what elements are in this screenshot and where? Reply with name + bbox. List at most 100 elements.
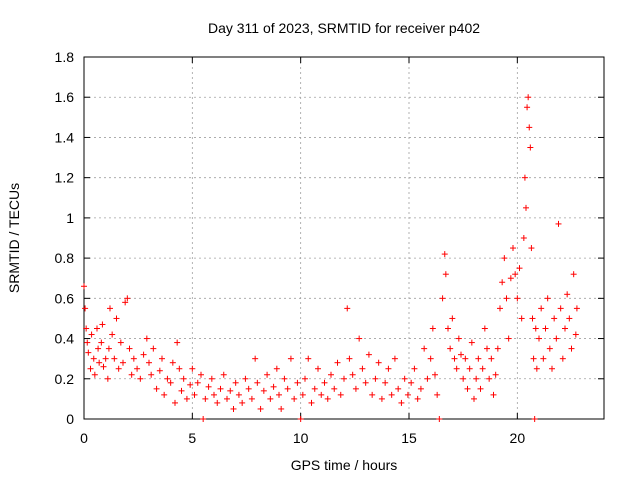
data-point	[130, 355, 137, 362]
data-point	[224, 395, 230, 402]
data-point	[115, 365, 122, 372]
data-point	[153, 385, 160, 392]
data-point	[445, 325, 451, 332]
y-tick-label: 0.8	[55, 250, 75, 266]
data-point	[499, 279, 506, 286]
data-point	[318, 391, 325, 398]
data-point	[453, 365, 460, 372]
data-point	[105, 345, 112, 352]
data-point	[220, 371, 227, 378]
data-point	[429, 325, 436, 332]
data-point	[84, 339, 91, 346]
data-point	[501, 255, 508, 262]
data-point	[557, 305, 564, 312]
data-point	[524, 104, 531, 111]
data-point	[95, 345, 102, 352]
data-point	[91, 371, 98, 378]
data-point	[555, 220, 562, 227]
data-point	[460, 375, 467, 382]
data-point	[365, 351, 372, 358]
data-point	[248, 395, 255, 402]
data-point	[148, 371, 155, 378]
data-point	[521, 174, 528, 181]
x-tick-label: 5	[188, 430, 196, 446]
data-point	[455, 335, 462, 342]
data-point	[540, 355, 547, 362]
data-point	[180, 375, 187, 382]
data-point	[503, 295, 510, 302]
data-point	[464, 385, 471, 392]
data-point	[559, 355, 566, 362]
data-point	[551, 315, 558, 322]
data-point	[81, 283, 87, 290]
data-point	[349, 371, 356, 378]
data-point	[362, 379, 369, 386]
data-point	[239, 399, 246, 406]
data-point	[111, 355, 118, 362]
data-point	[344, 305, 351, 312]
data-point	[328, 371, 334, 378]
data-point	[334, 359, 341, 366]
data-point	[159, 355, 165, 362]
data-point	[369, 391, 376, 398]
data-point	[284, 385, 291, 392]
data-point	[568, 345, 575, 352]
data-point	[232, 379, 239, 386]
data-point	[150, 345, 157, 352]
data-point	[321, 379, 328, 386]
data-point	[109, 331, 116, 338]
data-point	[254, 379, 261, 386]
data-point	[408, 379, 415, 386]
data-point	[227, 387, 234, 394]
y-tick-label: 1.6	[55, 89, 75, 105]
data-point	[572, 331, 579, 338]
data-point	[208, 375, 215, 382]
data-point	[385, 365, 392, 372]
y-tick-label: 1.8	[55, 49, 75, 65]
data-point	[278, 405, 285, 412]
data-point	[527, 144, 534, 151]
data-point	[235, 391, 242, 398]
y-tick-label: 1.4	[55, 129, 75, 145]
data-point	[484, 345, 490, 352]
data-point	[562, 325, 568, 332]
data-point	[538, 305, 545, 312]
data-point	[140, 351, 147, 358]
data-point	[490, 391, 497, 398]
data-point	[341, 375, 347, 382]
data-point	[532, 325, 539, 332]
data-point	[530, 355, 537, 362]
data-point	[382, 379, 389, 386]
data-point	[161, 391, 168, 398]
data-point	[164, 375, 171, 382]
data-point	[120, 359, 126, 366]
data-point	[421, 345, 428, 352]
data-point	[417, 385, 424, 392]
data-point	[442, 271, 449, 278]
data-point	[458, 351, 464, 358]
data-point	[324, 395, 331, 402]
x-tick-label: 20	[510, 430, 526, 446]
data-point	[178, 387, 185, 394]
data-point	[287, 355, 294, 362]
data-point	[526, 124, 533, 131]
data-point	[143, 335, 150, 342]
data-point	[305, 355, 312, 362]
data-point	[378, 395, 385, 402]
data-point	[481, 325, 488, 332]
data-point	[414, 395, 421, 402]
data-point	[488, 355, 495, 362]
data-point	[510, 245, 516, 252]
plot-frame	[83, 56, 605, 420]
data-point	[85, 349, 92, 356]
data-point	[87, 365, 94, 372]
data-point	[211, 391, 217, 398]
data-point	[462, 355, 469, 362]
data-point	[553, 335, 560, 342]
data-point	[432, 371, 438, 378]
data-point	[174, 339, 181, 346]
data-point	[183, 395, 190, 402]
data-point	[264, 371, 271, 378]
data-point	[98, 339, 105, 346]
